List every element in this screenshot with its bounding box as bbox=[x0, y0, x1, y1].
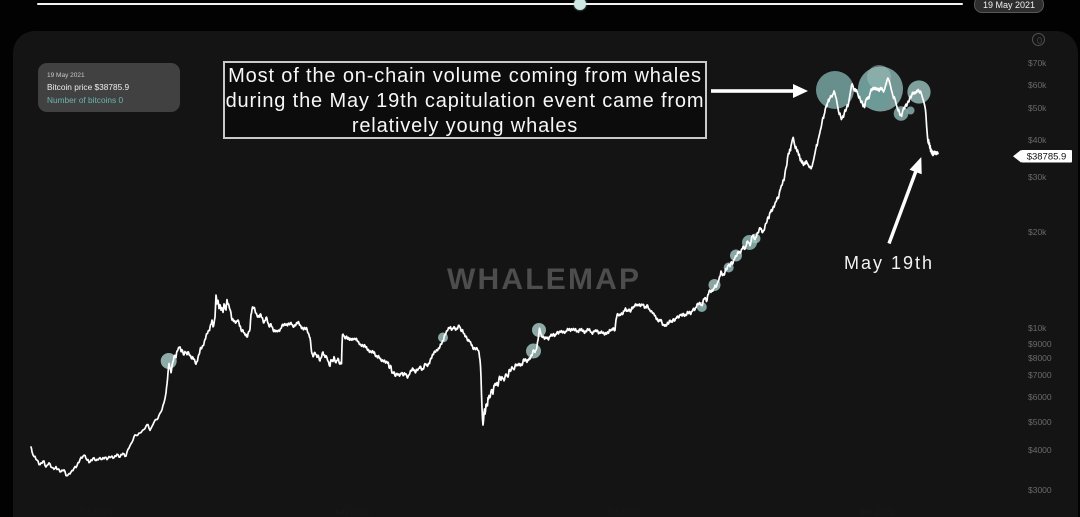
svg-text:$38785.9: $38785.9 bbox=[1027, 151, 1067, 162]
